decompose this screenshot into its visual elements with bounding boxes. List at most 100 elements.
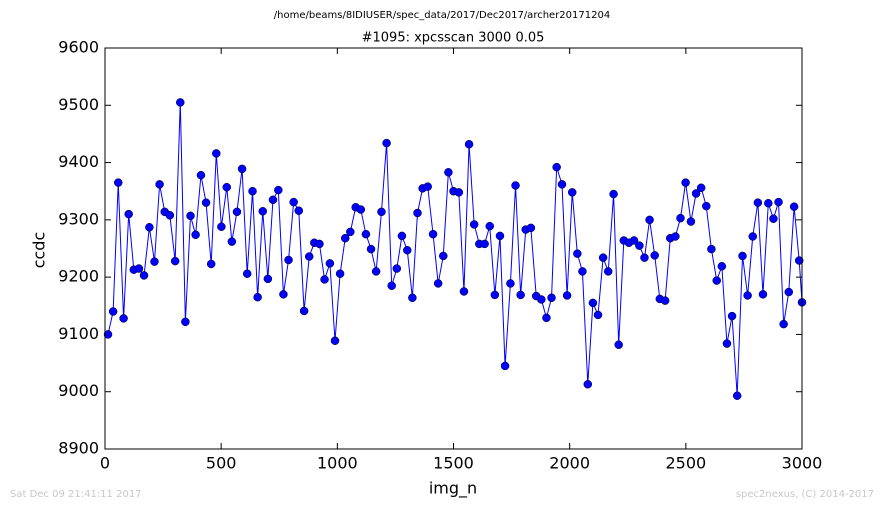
data-point (186, 211, 195, 221)
data-point (279, 290, 288, 299)
data-point (346, 227, 355, 237)
data-point (315, 239, 324, 249)
data-point (408, 293, 417, 303)
x-tick-label: 2000 (549, 454, 590, 473)
data-point (500, 361, 510, 371)
data-point (103, 330, 113, 339)
data-point (717, 262, 727, 271)
data-point (794, 256, 804, 265)
data-point (738, 251, 747, 261)
data-point (232, 207, 242, 217)
data-point (707, 244, 716, 254)
data-point (454, 188, 464, 197)
data-point (196, 170, 206, 180)
data-point (113, 178, 123, 187)
data-point (139, 271, 149, 280)
data-point (150, 257, 159, 266)
data-point (753, 198, 763, 207)
data-point (722, 339, 732, 348)
data-point (145, 223, 154, 232)
data-point (227, 237, 237, 246)
x-tick-label: 500 (206, 454, 237, 473)
data-point (681, 178, 690, 187)
data-point (593, 310, 603, 320)
data-point (377, 207, 386, 217)
data-point (263, 274, 273, 284)
data-point (201, 198, 211, 207)
data-point (784, 287, 794, 297)
data-point (242, 269, 252, 278)
y-tick-label: 9600 (58, 38, 99, 57)
y-tick-label: 9100 (58, 324, 99, 343)
data-point (578, 267, 587, 276)
data-point (779, 319, 788, 329)
data-point (340, 233, 350, 243)
y-tick-label: 9500 (58, 95, 99, 114)
data-point (268, 195, 278, 205)
data-point (335, 269, 345, 278)
y-tick-label: 9200 (58, 267, 99, 286)
data-point (511, 181, 520, 190)
data-point (387, 281, 396, 290)
data-point (516, 290, 525, 300)
data-point (253, 292, 262, 302)
data-point (444, 168, 453, 177)
data-point (660, 296, 670, 305)
x-tick-label: 1000 (317, 454, 358, 473)
data-point (299, 306, 309, 316)
data-point (691, 189, 701, 198)
data-point (217, 222, 226, 231)
data-point (696, 183, 706, 193)
data-point (609, 189, 618, 199)
data-point (702, 201, 711, 211)
data-point (526, 223, 536, 233)
data-point (320, 275, 329, 284)
data-point (361, 229, 371, 239)
chart-title: #1095: xpcsscan 3000 0.05 (362, 31, 545, 46)
data-point (686, 217, 696, 226)
data-point (382, 138, 391, 148)
data-point (671, 232, 680, 241)
data-point (304, 252, 314, 261)
data-point (439, 251, 448, 261)
data-point (170, 256, 180, 266)
data-point (789, 202, 799, 211)
x-tick-label: 1500 (433, 454, 474, 473)
data-point (583, 380, 593, 389)
data-point (155, 180, 164, 189)
x-tick-label: 0 (100, 454, 110, 473)
data-point (629, 236, 639, 245)
data-point (181, 317, 190, 327)
data-point (134, 264, 144, 273)
data-point (330, 336, 340, 345)
data-point (490, 290, 500, 300)
data-point (743, 291, 752, 300)
data-point (495, 231, 505, 241)
data-point (108, 307, 118, 316)
x-axis-label: img_n (429, 479, 477, 499)
data-point (485, 221, 494, 231)
data-point (650, 251, 659, 260)
data-point (366, 244, 376, 254)
data-point (769, 214, 778, 223)
data-point (712, 276, 721, 285)
data-point (248, 186, 257, 196)
data-point (640, 253, 649, 262)
y-tick-label: 9300 (58, 209, 99, 228)
data-point (433, 279, 443, 288)
data-point (274, 185, 283, 195)
data-point (588, 298, 598, 308)
data-point (191, 230, 200, 240)
data-point (222, 182, 231, 192)
data-point (537, 295, 546, 304)
data-point (573, 249, 582, 258)
x-tick-label: 3000 (782, 454, 823, 473)
data-point (325, 259, 335, 268)
data-point (392, 264, 402, 273)
data-point (603, 267, 613, 276)
data-point (598, 253, 608, 262)
data-point (289, 197, 298, 207)
data-point (397, 231, 407, 241)
y-tick-label: 8900 (58, 439, 99, 458)
data-point (676, 213, 685, 223)
